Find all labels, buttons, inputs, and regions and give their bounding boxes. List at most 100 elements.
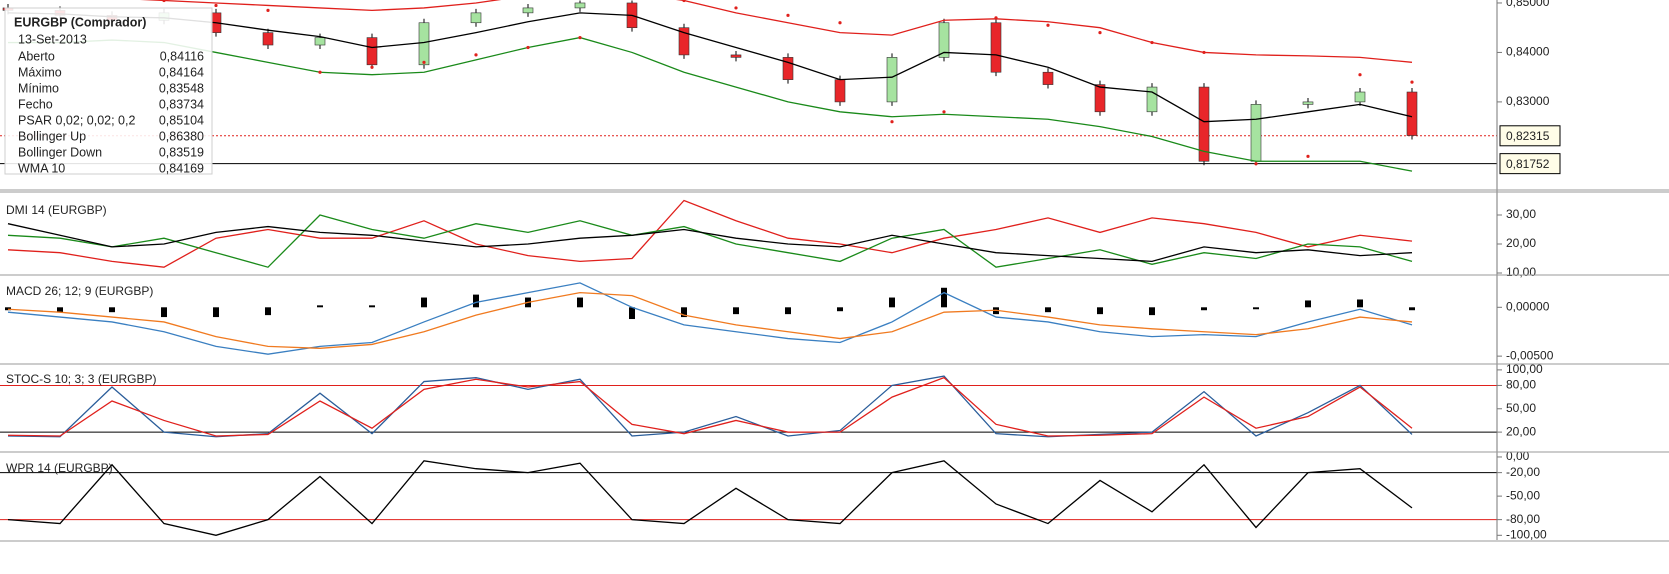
histogram-bar (109, 307, 115, 313)
candle-body (314, 37, 326, 46)
tooltip-title: EURGBP (Comprador) (14, 15, 146, 29)
y-tick-label: -50,00 (1506, 488, 1540, 502)
y-tick-label: 0,84000 (1506, 45, 1550, 59)
y-tick-label: -100,00 (1506, 527, 1547, 541)
psar-dot (214, 3, 218, 8)
psar-dot (1098, 31, 1102, 35)
tooltip-date: 13-Set-2013 (18, 32, 87, 46)
psar-dot (1254, 162, 1258, 166)
psar-dot (786, 13, 790, 17)
y-tick-label: 80,00 (1506, 378, 1536, 392)
candle-body (990, 22, 1002, 73)
tooltip-value: 0,85104 (159, 113, 204, 127)
panel (0, 460, 1497, 536)
candle-body (782, 57, 794, 80)
tooltip-rows: Aberto 0,84116 Máximo 0,84164 Mínimo 0,83548 F… (18, 49, 204, 175)
candle-body (522, 7, 534, 14)
psar-dot (422, 60, 426, 64)
candle-body (470, 12, 482, 24)
psar-dot (318, 70, 322, 74)
histogram-bar (5, 307, 11, 311)
candle-body (262, 32, 274, 46)
histogram-bar (837, 307, 843, 312)
tooltip-label: Máximo (18, 65, 62, 79)
tooltip-label: Fecho (18, 97, 53, 111)
histogram-bar (1253, 307, 1259, 310)
tooltip-label: Bollinger Down (18, 145, 102, 159)
tooltip-box (4, 7, 213, 175)
histogram-bar (265, 307, 271, 316)
tooltip-value: 0,84164 (159, 65, 204, 79)
y-tick-label: 10,00 (1506, 265, 1536, 279)
price-label: 0,82315 (1506, 129, 1550, 143)
histogram-bar (1357, 299, 1363, 308)
panel (7, 199, 1413, 268)
price-label-box (1499, 153, 1561, 175)
histogram-bar (1149, 307, 1155, 316)
psar-dot (734, 6, 738, 10)
tooltip: EURGBP (Comprador) 13-Set-2013 Aberto 0,8… (4, 7, 213, 175)
tooltip-value: 0,83734 (159, 97, 204, 111)
panel-title: STOC-S 10; 3; 3 (EURGBP) (6, 372, 157, 386)
candle-body (1042, 71, 1054, 85)
histogram-bar (889, 297, 895, 308)
psar-dot (682, 0, 686, 3)
y-tick-label: 20,00 (1506, 236, 1536, 250)
tooltip-value: 0,83548 (159, 81, 204, 95)
psar-dot (1150, 40, 1154, 45)
psar-dot (1202, 50, 1206, 55)
tooltip-label: PSAR 0,02; 0,02; 0,2 (18, 113, 135, 127)
histogram-bar (733, 307, 739, 315)
panel-title: DMI 14 (EURGBP) (6, 203, 107, 217)
y-tick-label: 0,83000 (1506, 94, 1550, 108)
histogram-bar (57, 307, 63, 313)
psar-dot (266, 8, 270, 12)
series-line (139, 0, 1413, 63)
y-tick-label: -0,00500 (1506, 348, 1554, 362)
y-tick-label: 20,00 (1506, 424, 1536, 438)
psar-dot (474, 53, 478, 57)
psar-dot (890, 120, 894, 124)
psar-dot (1358, 73, 1362, 77)
tooltip-label: Bollinger Up (18, 129, 86, 143)
histogram-bar (681, 307, 687, 318)
tooltip-label: WMA 10 (18, 161, 65, 175)
tooltip-value: 0,84169 (159, 161, 204, 175)
histogram-bar (213, 307, 219, 318)
candle-body (938, 22, 950, 58)
histogram-bar (421, 297, 427, 308)
panel (0, 375, 1497, 438)
psar-dot (526, 45, 530, 50)
tooltip-value: 0,83519 (159, 145, 204, 159)
psar-dot (942, 110, 946, 114)
psar-dot (162, 0, 166, 3)
histogram-bar (317, 305, 323, 308)
series-line (7, 291, 1413, 349)
series-line (7, 223, 1413, 263)
y-tick-label: 50,00 (1506, 401, 1536, 415)
candle-body (1406, 91, 1418, 136)
series-line (7, 12, 1413, 123)
candle-body (730, 54, 742, 58)
candle-body (1094, 84, 1106, 113)
y-tick-label: 100,00 (1506, 362, 1543, 376)
series-line (7, 199, 1413, 268)
histogram-bar (941, 287, 947, 308)
price-label: 0,81752 (1506, 157, 1550, 171)
histogram-bar (577, 297, 583, 308)
y-tick-label: 30,00 (1506, 207, 1536, 221)
candle-body (678, 27, 690, 56)
histogram-bar (629, 307, 635, 320)
candle-body (1198, 86, 1210, 162)
series-line (8, 36, 1413, 172)
panel (5, 282, 1415, 355)
candle-body (1146, 86, 1158, 113)
panel-title: WPR 14 (EURGBP) (6, 461, 113, 475)
y-tick-label: 0,00000 (1506, 299, 1550, 313)
histogram-bar (1097, 307, 1103, 315)
histogram-bar (1045, 307, 1051, 313)
tooltip-label: Aberto (18, 49, 55, 63)
y-tick-label: 0,85000 (1506, 0, 1550, 9)
histogram-bar (1201, 307, 1207, 311)
